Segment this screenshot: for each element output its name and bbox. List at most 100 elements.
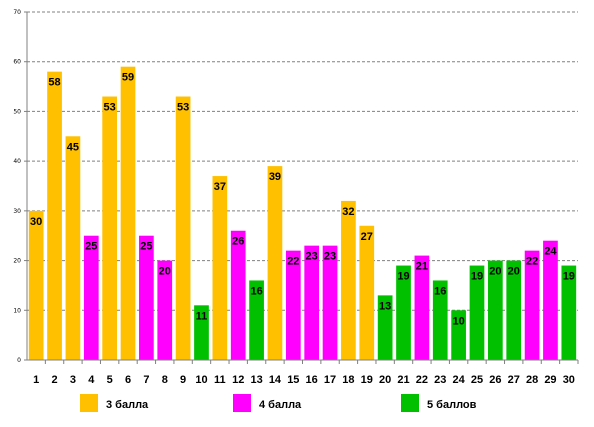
y-tick-label: 10 [13, 307, 21, 314]
x-tick-label: 28 [526, 374, 538, 386]
y-tick-label: 30 [13, 208, 21, 215]
bar [249, 280, 264, 360]
data-label: 20 [159, 266, 171, 278]
bar [194, 305, 209, 360]
data-label: 16 [434, 285, 446, 297]
legend-swatch [401, 394, 419, 412]
x-tick-label: 8 [162, 374, 168, 386]
bar [451, 310, 466, 360]
bar [377, 295, 393, 360]
legend-label: 4 балла [259, 399, 302, 411]
data-label: 21 [416, 261, 428, 273]
x-tick-label: 25 [471, 374, 483, 386]
bar [524, 250, 540, 360]
bar [414, 255, 430, 360]
bar [506, 260, 522, 360]
x-tick-label: 13 [250, 374, 262, 386]
bar [230, 230, 246, 360]
data-label: 19 [471, 271, 483, 283]
x-tick-label: 19 [361, 374, 373, 386]
x-tick-label: 17 [324, 374, 336, 386]
bar [120, 66, 136, 360]
x-tick-label: 10 [195, 374, 207, 386]
data-label: 32 [342, 206, 354, 218]
data-label: 16 [250, 285, 262, 297]
data-labels: 30 58 45 25 53 59 25 20 53 11 37 26 16 39 22 23 23 32 27 13… [30, 72, 575, 328]
bar [561, 265, 577, 360]
data-label: 19 [563, 271, 575, 283]
x-tick-label: 22 [416, 374, 428, 386]
bar [304, 245, 320, 360]
data-label: 13 [379, 300, 391, 312]
x-tick-label: 27 [508, 374, 520, 386]
x-axis: 1 2 3 4 5 6 7 8 9 10 11 12 13 14 15 16 17 18 19 20 21 22 23 24 2… [27, 359, 579, 386]
x-tick-label: 11 [214, 374, 226, 386]
bar [157, 260, 173, 360]
bars [28, 66, 577, 361]
y-tick-label: 60 [13, 59, 21, 66]
x-tick-label: 24 [452, 374, 465, 386]
y-tick-label: 0 [17, 357, 21, 364]
bar [285, 250, 301, 360]
legend-label: 3 балла [106, 399, 149, 411]
data-label: 24 [544, 246, 557, 258]
x-tick-label: 20 [379, 374, 391, 386]
bar [83, 235, 99, 360]
x-tick-label: 29 [544, 374, 556, 386]
legend-swatch [233, 394, 251, 412]
data-label: 30 [30, 216, 42, 228]
legend: 3 балла 4 балла 5 баллов [80, 394, 477, 412]
legend-item: 4 балла [233, 394, 302, 412]
bar [65, 136, 81, 360]
data-label: 59 [122, 72, 134, 84]
bar [139, 235, 154, 360]
data-label: 39 [269, 171, 281, 183]
bar [47, 71, 62, 361]
grid-lines [27, 11, 578, 311]
x-tick-label: 23 [434, 374, 446, 386]
x-tick-label: 12 [232, 374, 244, 386]
x-tick-label: 4 [88, 374, 95, 386]
data-label: 23 [306, 251, 318, 263]
legend-item: 3 балла [80, 394, 149, 412]
data-label: 20 [508, 266, 520, 278]
bar [28, 210, 44, 360]
bar [432, 280, 448, 360]
data-label: 19 [397, 271, 409, 283]
x-tick-label: 3 [70, 374, 76, 386]
x-tick-label: 15 [287, 374, 299, 386]
data-label: 45 [67, 141, 79, 153]
bar [469, 265, 485, 360]
data-label: 20 [489, 266, 501, 278]
data-label: 53 [177, 102, 189, 114]
data-label: 11 [196, 310, 208, 322]
bar [102, 96, 117, 360]
data-label: 23 [324, 251, 336, 263]
y-tick-label: 40 [13, 158, 21, 165]
y-tick-label: 50 [13, 108, 21, 115]
legend-label: 5 баллов [427, 399, 477, 411]
data-label: 10 [452, 315, 464, 327]
x-tick-label: 2 [51, 374, 57, 386]
x-tick-label: 26 [489, 374, 501, 386]
bar [175, 96, 191, 360]
data-label: 22 [287, 256, 299, 268]
x-tick-label: 5 [107, 374, 113, 386]
data-label: 27 [361, 231, 373, 243]
legend-item: 5 баллов [401, 394, 477, 412]
x-tick-label: 6 [125, 374, 131, 386]
data-label: 25 [85, 241, 97, 253]
x-tick-label: 16 [306, 374, 318, 386]
y-tick-label: 20 [13, 258, 21, 265]
x-tick-label: 18 [342, 374, 354, 386]
x-tick-label: 21 [397, 374, 409, 386]
data-label: 53 [104, 102, 116, 114]
bar [322, 245, 338, 360]
bar [543, 240, 558, 360]
x-tick-label: 7 [143, 374, 149, 386]
data-label: 26 [232, 236, 244, 248]
y-tick-label: 70 [13, 9, 21, 16]
data-label: 37 [214, 181, 226, 193]
data-label: 22 [526, 256, 538, 268]
